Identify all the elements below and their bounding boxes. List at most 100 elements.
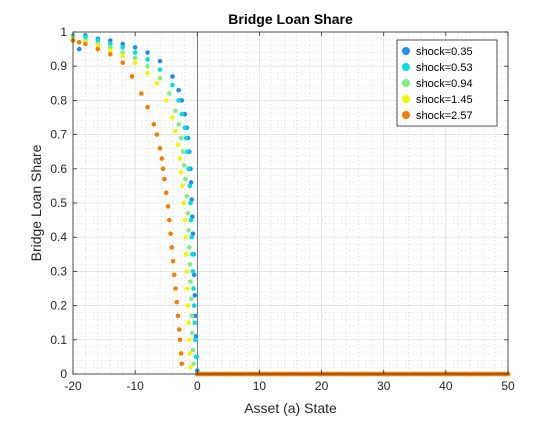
- data-point: [170, 115, 175, 120]
- legend: shock=0.35 shock=0.53 shock=0.94 shock=1.45…: [396, 39, 498, 127]
- data-point: [139, 91, 144, 96]
- data-point: [170, 258, 176, 264]
- data-point: [184, 193, 190, 199]
- data-point: [168, 231, 173, 237]
- legend-label: shock=0.53: [416, 62, 473, 74]
- legend-label: shock=0.35: [416, 46, 473, 58]
- y-tick-label: 0.5: [50, 196, 67, 210]
- data-point: [163, 190, 169, 196]
- x-tick-label: 30: [377, 379, 391, 393]
- data-point: [120, 50, 126, 55]
- data-point: [154, 132, 160, 137]
- data-point: [174, 299, 180, 305]
- legend-label: shock=0.94: [416, 78, 473, 90]
- data-point: [176, 87, 181, 93]
- y-tick-label: 0.8: [50, 93, 67, 107]
- data-point: [185, 286, 190, 291]
- y-tick-label: 0.9: [50, 59, 67, 73]
- data-point: [177, 156, 183, 161]
- data-point: [191, 303, 197, 308]
- data-point: [193, 337, 198, 343]
- data-point: [179, 361, 185, 367]
- x-tick-label: 10: [253, 379, 267, 393]
- data-point: [132, 50, 138, 55]
- data-point: [188, 200, 193, 206]
- y-tick-label: 0.1: [50, 333, 67, 347]
- data-point: [173, 128, 178, 134]
- data-point: [183, 252, 189, 257]
- data-point: [175, 313, 181, 319]
- data-point: [83, 34, 88, 40]
- data-point: [183, 176, 188, 182]
- data-point: [167, 91, 172, 96]
- data-point: [180, 183, 185, 189]
- legend-marker: [402, 47, 410, 55]
- x-tick-label: 40: [439, 379, 453, 393]
- data-point: [151, 122, 157, 127]
- data-point: [190, 252, 195, 257]
- y-axis-label: Bridge Loan Share: [28, 144, 44, 261]
- data-point: [175, 142, 181, 148]
- data-point: [132, 60, 138, 66]
- data-point: [190, 330, 195, 336]
- x-tick-label: 0: [194, 379, 201, 393]
- data-point: [120, 60, 126, 66]
- data-point: [177, 337, 183, 343]
- x-tick-label: 20: [315, 379, 329, 393]
- data-point: [120, 41, 126, 47]
- data-point: [186, 166, 191, 172]
- data-point: [107, 51, 113, 57]
- data-point: [176, 327, 182, 332]
- data-point: [192, 293, 198, 298]
- data-point: [185, 303, 191, 308]
- y-tick-label: 0.6: [50, 162, 67, 176]
- data-point: [183, 234, 188, 240]
- data-point: [95, 43, 101, 48]
- series-layer: [70, 33, 511, 377]
- y-tick-label: 0.4: [50, 230, 67, 244]
- data-point: [191, 361, 196, 367]
- data-point: [190, 347, 196, 353]
- y-tick-label: 0.7: [50, 128, 67, 142]
- data-point: [120, 53, 126, 59]
- data-point: [189, 313, 194, 319]
- data-point: [157, 58, 163, 64]
- data-point: [129, 74, 135, 79]
- data-point: [107, 41, 113, 47]
- data-point: [180, 149, 186, 154]
- data-point: [145, 50, 150, 55]
- data-point: [184, 269, 190, 274]
- data-point: [193, 354, 199, 360]
- data-point: [159, 156, 165, 161]
- data-point: [170, 74, 175, 79]
- data-point: [187, 351, 193, 356]
- data-point: [186, 245, 192, 250]
- data-point: [157, 75, 163, 81]
- data-point: [95, 38, 101, 43]
- data-point: [176, 122, 181, 127]
- data-point: [173, 108, 178, 113]
- y-tick-label: 0.3: [50, 264, 67, 278]
- x-tick-label: 50: [501, 379, 515, 393]
- data-point: [187, 183, 193, 189]
- data-point: [181, 200, 186, 206]
- data-point: [189, 234, 194, 240]
- data-point: [132, 55, 138, 60]
- x-tick-label: -20: [64, 379, 82, 393]
- data-point: [162, 176, 167, 182]
- legend-marker: [402, 63, 410, 71]
- data-point: [160, 166, 166, 172]
- data-point: [107, 38, 113, 43]
- data-point: [178, 135, 184, 141]
- data-point: [182, 125, 188, 131]
- legend-items: shock=0.35 shock=0.53 shock=0.94 shock=1.45…: [402, 46, 473, 122]
- data-point: [169, 245, 175, 250]
- data-point: [83, 41, 88, 47]
- data-point: [192, 320, 198, 326]
- data-point: [171, 272, 177, 278]
- data-point: [179, 111, 185, 117]
- data-point: [145, 104, 150, 110]
- data-point: [157, 145, 163, 151]
